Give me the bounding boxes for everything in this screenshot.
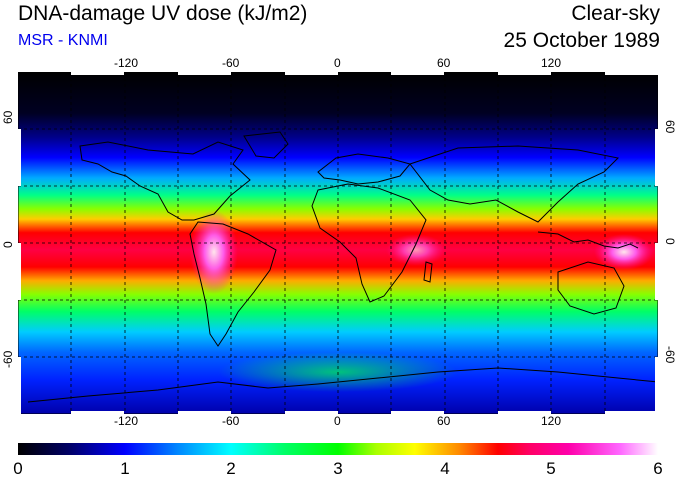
colorbar-label-6: 6 [653,459,663,478]
colorbar [18,443,658,455]
colorbar-label-5: 5 [546,459,556,478]
europe-outline [317,153,411,185]
map-source: MSR - KNMI [18,32,108,49]
lat-tick-left-3: -60 [1,350,15,368]
colorbar-label-2: 2 [226,459,236,478]
antarctica-outline [27,367,658,403]
colorbar-label-3: 3 [333,459,343,478]
south-america-outline [189,221,277,347]
asia-outline [409,145,620,223]
andes-hotspot [190,210,238,294]
lat-tick-right-1: 60 [663,120,677,134]
colorbar-label-1: 1 [120,459,130,478]
pacific-hotspot [594,234,654,270]
lon-tick-top-4: 60 [437,56,451,70]
lon-tick-bottom-4: 60 [437,414,451,428]
sky-condition: Clear-sky [571,2,660,25]
lat-tick-right-3: -60 [663,346,677,364]
lon-tick-top-3: 0 [334,56,341,70]
lon-tick-top-1: -120 [114,56,139,70]
lon-tick-bottom-1: -120 [114,414,139,428]
lat-tick-left-2: 0 [1,241,15,248]
north-america-outline [79,141,251,221]
greenland-outline [243,131,289,159]
lat-tick-left-1: 60 [1,110,15,124]
map-title: DNA-damage UV dose (kJ/m2) [18,2,308,25]
lon-tick-bottom-2: -60 [222,414,240,428]
map-date: 25 October 1989 [503,29,660,52]
uv-dose-map [18,72,658,414]
lat-tick-right-2: 0 [663,238,677,245]
graticule [18,72,658,414]
map-frame [18,72,658,414]
lon-tick-bottom-5: 120 [541,414,562,428]
lon-tick-bottom-3: 0 [334,414,341,428]
africa-outline [311,183,427,303]
colorbar-label-0: 0 [13,459,23,478]
australia-outline [557,261,625,315]
colorbar-label-4: 4 [440,459,450,478]
madagascar-outline [423,261,433,283]
east-africa-hotspot [386,234,446,266]
lon-tick-top-2: -60 [222,56,240,70]
lon-tick-top-5: 120 [541,56,562,70]
